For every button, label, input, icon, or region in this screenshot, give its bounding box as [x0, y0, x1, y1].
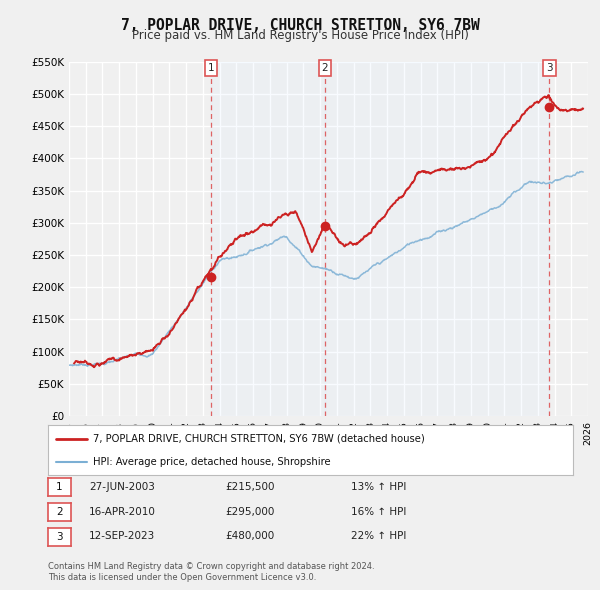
Text: HPI: Average price, detached house, Shropshire: HPI: Average price, detached house, Shro…	[92, 457, 330, 467]
Text: £480,000: £480,000	[225, 532, 274, 541]
Text: 16% ↑ HPI: 16% ↑ HPI	[351, 507, 406, 516]
Bar	[325, 62, 550, 416]
Text: 3: 3	[546, 63, 553, 73]
Text: £295,000: £295,000	[225, 507, 274, 516]
Text: 2: 2	[322, 63, 328, 73]
Text: 1: 1	[208, 63, 214, 73]
Text: £215,500: £215,500	[225, 482, 275, 491]
Text: 7, POPLAR DRIVE, CHURCH STRETTON, SY6 7BW: 7, POPLAR DRIVE, CHURCH STRETTON, SY6 7B…	[121, 18, 479, 32]
Text: 12-SEP-2023: 12-SEP-2023	[89, 532, 155, 541]
Text: This data is licensed under the Open Government Licence v3.0.: This data is licensed under the Open Gov…	[48, 572, 316, 582]
Text: 27-JUN-2003: 27-JUN-2003	[89, 482, 155, 491]
Text: 1: 1	[56, 483, 63, 492]
Text: 22% ↑ HPI: 22% ↑ HPI	[351, 532, 406, 541]
Text: Contains HM Land Registry data © Crown copyright and database right 2024.: Contains HM Land Registry data © Crown c…	[48, 562, 374, 571]
Bar	[211, 62, 325, 416]
Text: 2: 2	[56, 507, 63, 517]
Text: 16-APR-2010: 16-APR-2010	[89, 507, 155, 516]
Text: 3: 3	[56, 532, 63, 542]
Text: 13% ↑ HPI: 13% ↑ HPI	[351, 482, 406, 491]
Text: Price paid vs. HM Land Registry's House Price Index (HPI): Price paid vs. HM Land Registry's House …	[131, 30, 469, 42]
Text: 7, POPLAR DRIVE, CHURCH STRETTON, SY6 7BW (detached house): 7, POPLAR DRIVE, CHURCH STRETTON, SY6 7B…	[92, 434, 424, 444]
